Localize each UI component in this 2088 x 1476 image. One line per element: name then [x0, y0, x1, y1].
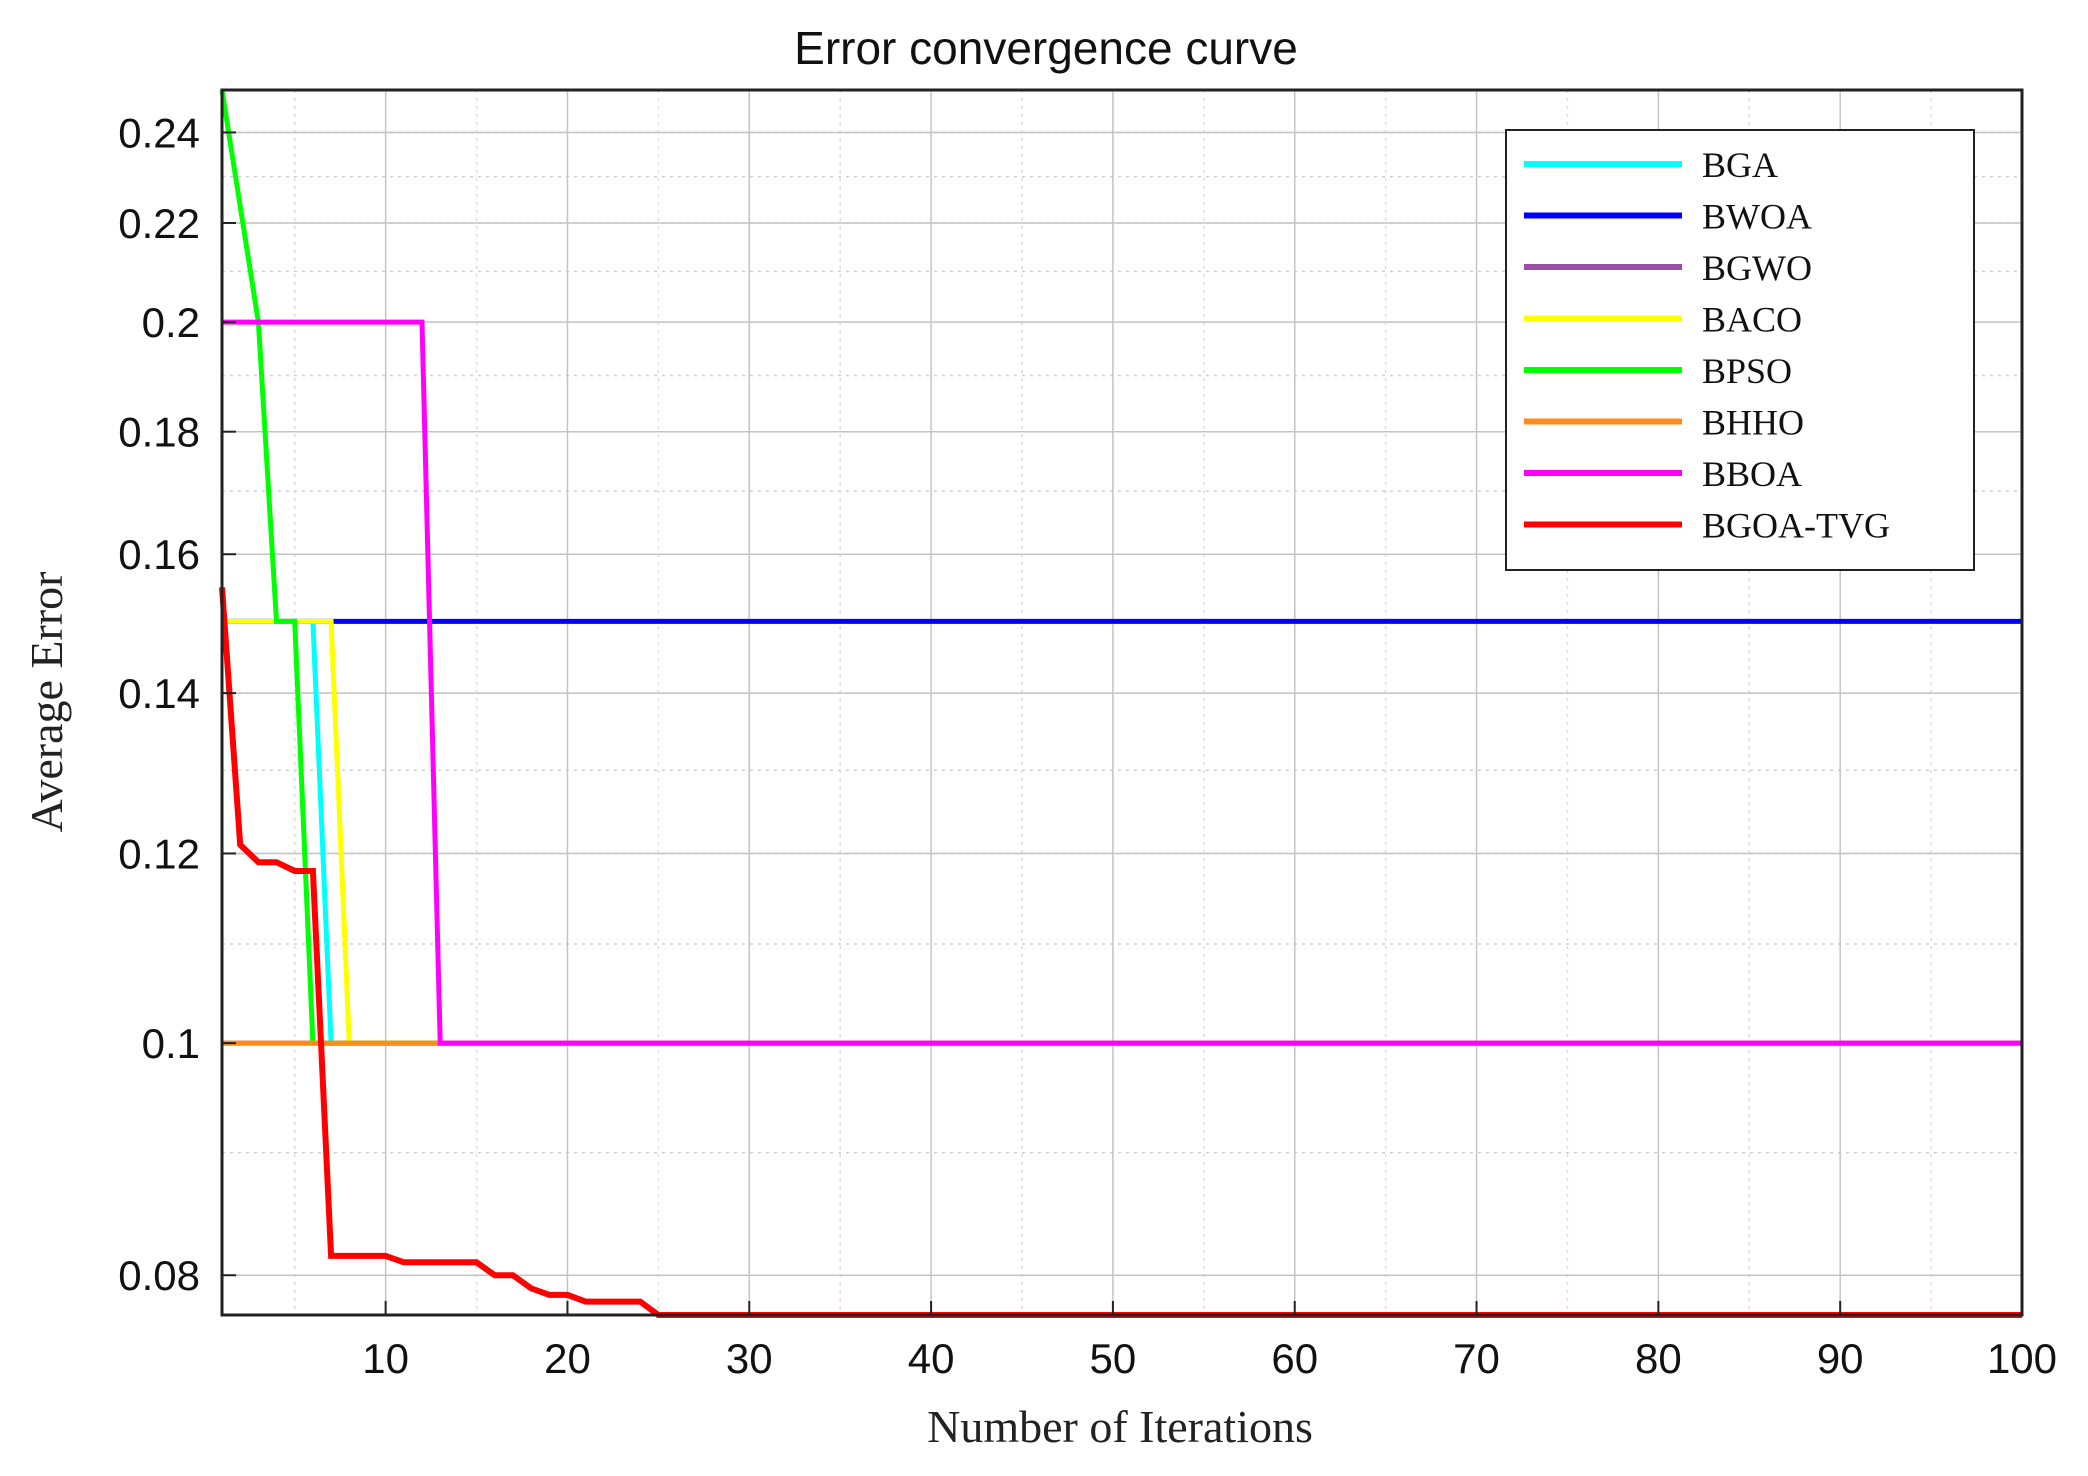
series-line-bboa: [222, 319, 2022, 1046]
y-tick-label: 0.08: [118, 1252, 200, 1299]
x-axis-label: Number of Iterations: [927, 1401, 1313, 1452]
y-tick-label: 0.24: [118, 109, 200, 156]
y-tick-label: 0.1: [142, 1020, 200, 1067]
legend-label-bga: BGA: [1702, 145, 1778, 185]
plot-frame: [220, 88, 2024, 1317]
y-tick-label: 0.18: [118, 409, 200, 456]
legend-label-bwoa: BWOA: [1702, 197, 1812, 237]
x-tick-label: 60: [1271, 1335, 1318, 1382]
legend-label-bpso: BPSO: [1702, 351, 1792, 391]
y-axis-label: Average Error: [21, 572, 72, 833]
axis-ticks: 10 20 30 40 50 60 70 80 90 100 0.08 0.1 0.12 0.14 0.16…: [118, 109, 2057, 1382]
legend-label-bgoa-tvg: BGOA-TVG: [1702, 506, 1890, 546]
series-line-baco: [222, 618, 2022, 1046]
x-tick-label: 100: [1987, 1335, 2057, 1382]
y-tick-label: 0.12: [118, 830, 200, 877]
series-line-bgoa-tvg: [219, 587, 2022, 1318]
x-tick-label: 90: [1817, 1335, 1864, 1382]
x-tick-label: 20: [544, 1335, 591, 1382]
legend-label-bgwo: BGWO: [1702, 248, 1812, 288]
legend-box: [1505, 129, 1975, 571]
x-tick-label: 50: [1090, 1335, 1137, 1382]
y-tick-label: 0.22: [118, 200, 200, 247]
x-tick-label: 10: [362, 1335, 409, 1382]
x-tick-label: 30: [726, 1335, 773, 1382]
legend-label-bboa: BBOA: [1702, 454, 1802, 494]
series-lines: [219, 89, 2022, 1318]
x-tick-label: 80: [1635, 1335, 1682, 1382]
chart-title: Error convergence curve: [794, 22, 1298, 74]
legend-label-bhho: BHHO: [1702, 403, 1804, 443]
legend-label-baco: BACO: [1702, 300, 1802, 340]
x-tick-label: 40: [908, 1335, 955, 1382]
legend: BGA BWOA BGWO BACO BPSO BHHO BBOA BGOA-TVG: [1505, 129, 1975, 571]
y-tick-label: 0.14: [118, 670, 200, 717]
x-tick-label: 70: [1453, 1335, 1500, 1382]
y-tick-label: 0.16: [118, 531, 200, 578]
y-tick-label: 0.2: [142, 299, 200, 346]
series-line-bga: [222, 618, 2022, 1046]
